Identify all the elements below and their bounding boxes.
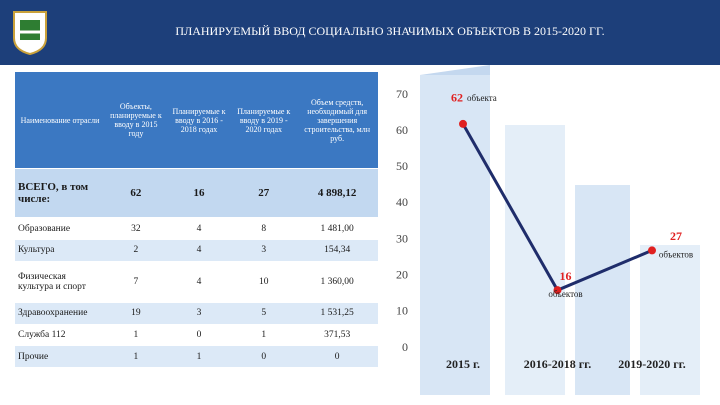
cell: 5 bbox=[231, 302, 297, 325]
y-tick-label: 30 bbox=[396, 231, 408, 245]
column-header: Наименование отрасли bbox=[15, 72, 105, 169]
cell: 1 bbox=[105, 324, 167, 347]
y-tick-label: 70 bbox=[396, 87, 408, 101]
y-tick-label: 0 bbox=[402, 340, 408, 354]
cell: 16 bbox=[166, 168, 232, 219]
title: ПЛАНИРУЕМЫЙ ВВОД СОЦИАЛЬНО ЗНАЧИМЫХ ОБЪЕ… bbox=[175, 24, 605, 38]
column-header: Объекты, планируемые к вводу в 2015 году bbox=[105, 72, 167, 169]
table-row: Культура 2 4 3 154,34 bbox=[15, 239, 378, 262]
table-row: Образование 32 4 8 1 481,00 bbox=[15, 217, 378, 240]
column-header: Планируемые к вводу в 2019 - 2020 годах bbox=[231, 72, 297, 169]
y-tick-label: 10 bbox=[396, 304, 408, 318]
cell: 154,34 bbox=[296, 239, 378, 262]
y-tick-label: 40 bbox=[396, 195, 408, 209]
point-note: объектов bbox=[659, 249, 693, 259]
point bbox=[553, 286, 562, 295]
cell: ВСЕГО, в том числе: bbox=[15, 168, 105, 219]
cell: 62 bbox=[105, 168, 167, 219]
y-tick-label: 50 bbox=[396, 159, 408, 173]
cell: Служба 112 bbox=[15, 324, 105, 347]
table-row: Физическая культура и спорт 7 4 10 1 360,00 bbox=[15, 261, 378, 303]
cell: 7 bbox=[105, 261, 167, 303]
cell: 4 bbox=[166, 261, 232, 303]
point bbox=[459, 119, 467, 128]
cell: 1 360,00 bbox=[296, 261, 378, 303]
table-row: Прочие 1 1 0 0 bbox=[15, 345, 378, 368]
x-tick-label: 2016-2018 гг. bbox=[524, 357, 592, 371]
data-label: 16 bbox=[560, 269, 572, 283]
cell: 371,53 bbox=[296, 324, 378, 347]
header-row: Наименование отрасли Объекты, планируемые… bbox=[15, 72, 378, 169]
cell: Прочие bbox=[15, 345, 105, 368]
cell: 4 898,12 bbox=[296, 168, 378, 219]
cell: 32 bbox=[105, 217, 167, 240]
table-row: Здравоохранение 19 3 5 1 531,25 bbox=[15, 302, 378, 325]
background-buildings bbox=[420, 65, 700, 395]
data-label: 27 bbox=[670, 229, 682, 243]
data-label: 62 bbox=[451, 91, 463, 105]
cell: 3 bbox=[231, 239, 297, 262]
y-tick-label: 60 bbox=[396, 123, 408, 137]
table-row: ВСЕГО, в том числе: 62 16 27 4 898,12 bbox=[15, 168, 378, 219]
y-tick-label: 20 bbox=[396, 267, 408, 281]
table: Наименование отрасли Объекты, планируемые… bbox=[15, 72, 378, 368]
cell: 1 481,00 bbox=[296, 217, 378, 240]
x-tick-label: 2019-2020 гг. bbox=[618, 357, 686, 371]
logo bbox=[13, 11, 47, 56]
point-note: объектов bbox=[548, 289, 582, 299]
cell: 1 531,25 bbox=[296, 302, 378, 325]
cell: 2 bbox=[105, 239, 167, 262]
cell: 10 bbox=[231, 261, 297, 303]
cell: 4 bbox=[166, 239, 232, 262]
x-tick-label: 2015 г. bbox=[446, 357, 480, 371]
cell: Физическая культура и спорт bbox=[15, 261, 105, 303]
cell: 19 bbox=[105, 302, 167, 325]
point bbox=[648, 246, 656, 255]
cell: Культура bbox=[15, 239, 105, 262]
chart: 0 10 20 30 40 50 60 70 62 объекта 16 объектов 27 объе… bbox=[396, 65, 700, 395]
cell: 27 bbox=[231, 168, 297, 219]
cell: 0 bbox=[296, 345, 378, 368]
table-row: Служба 112 1 0 1 371,53 bbox=[15, 324, 378, 347]
cell: 1 bbox=[231, 324, 297, 347]
cell: 4 bbox=[166, 217, 232, 240]
cell: Здравоохранение bbox=[15, 302, 105, 325]
cell: 3 bbox=[166, 302, 232, 325]
cell: 1 bbox=[166, 345, 232, 368]
cell: 0 bbox=[166, 324, 232, 347]
cell: 1 bbox=[105, 345, 167, 368]
column-header: Объем средств, необходимый для завершени… bbox=[296, 72, 378, 169]
cell: 0 bbox=[231, 345, 297, 368]
cell: Образование bbox=[15, 217, 105, 240]
cell: 8 bbox=[231, 217, 297, 240]
point-note: объекта bbox=[467, 93, 497, 103]
column-header: Планируемые к вводу в 2016 - 2018 годах bbox=[166, 72, 232, 169]
header-band bbox=[0, 0, 720, 65]
